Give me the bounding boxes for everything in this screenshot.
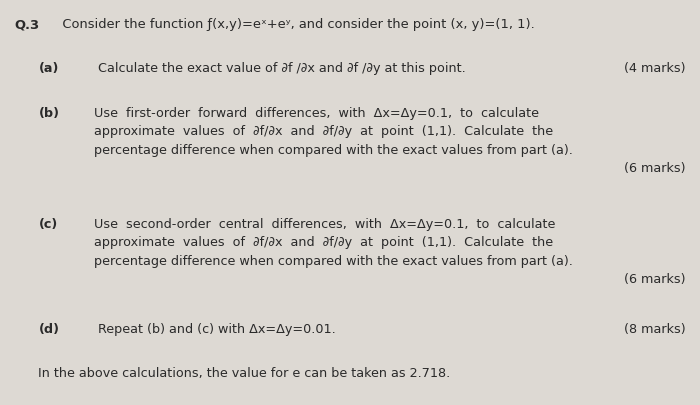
Text: Repeat (b) and (c) with Δx=Δy=0.01.: Repeat (b) and (c) with Δx=Δy=0.01. (94, 322, 336, 335)
Text: (c): (c) (38, 217, 57, 230)
Text: (d): (d) (38, 322, 60, 335)
Text: Use  first-order  forward  differences,  with  Δx=Δy=0.1,  to  calculate
approxi: Use first-order forward differences, wit… (94, 107, 573, 157)
Text: Q.3: Q.3 (14, 18, 39, 31)
Text: Calculate the exact value of ∂f /∂x and ∂f /∂y at this point.: Calculate the exact value of ∂f /∂x and … (94, 62, 466, 75)
Text: (6 marks): (6 marks) (624, 272, 686, 285)
Text: (4 marks): (4 marks) (624, 62, 686, 75)
Text: In the above calculations, the value for e can be taken as 2.718.: In the above calculations, the value for… (38, 366, 451, 379)
Text: (a): (a) (38, 62, 59, 75)
Text: Use  second-order  central  differences,  with  Δx=Δy=0.1,  to  calculate
approx: Use second-order central differences, wi… (94, 217, 573, 267)
Text: (6 marks): (6 marks) (624, 162, 686, 175)
Text: Consider the function ƒ(x,y)=eˣ+eʸ, and consider the point (x, y)=(1, 1).: Consider the function ƒ(x,y)=eˣ+eʸ, and … (50, 18, 535, 31)
Text: (b): (b) (38, 107, 60, 120)
Text: (8 marks): (8 marks) (624, 322, 686, 335)
